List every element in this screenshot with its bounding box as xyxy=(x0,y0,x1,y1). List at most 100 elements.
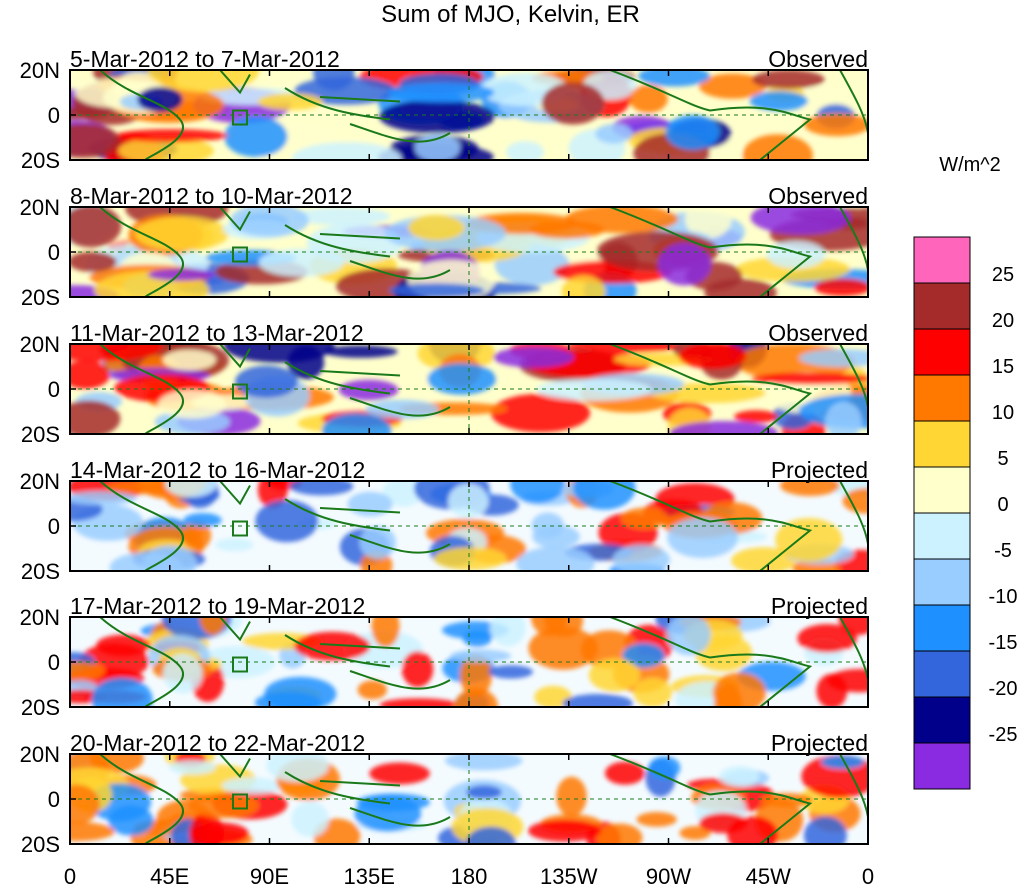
anomaly-contour xyxy=(162,349,216,371)
indonesia-coastline xyxy=(284,634,451,690)
anomaly-contour xyxy=(621,507,669,529)
anomaly-contour xyxy=(541,82,605,125)
anomaly-field xyxy=(70,344,868,434)
anomaly-contour xyxy=(291,801,329,837)
reference-box xyxy=(232,383,248,400)
west-africa-coastline xyxy=(839,207,868,271)
anomaly-contour xyxy=(70,207,122,248)
anomaly-contour xyxy=(115,129,228,143)
colorbar-label: 25 xyxy=(992,264,1014,286)
anomaly-field xyxy=(70,481,868,571)
west-africa-coastline xyxy=(839,617,868,681)
anomaly-contour xyxy=(70,400,121,434)
colorbar-label: -5 xyxy=(994,540,1012,562)
panel-status: Projected xyxy=(771,457,868,483)
colorbar-label: 20 xyxy=(992,310,1014,332)
anomaly-contour xyxy=(797,624,858,653)
lon-label: 0 xyxy=(862,864,874,889)
anomaly-contour xyxy=(266,754,329,782)
anomaly-contour xyxy=(89,754,144,774)
anomaly-contour xyxy=(493,347,574,368)
anomaly-contour xyxy=(734,410,779,423)
lat-label: 0 xyxy=(48,514,60,539)
panel-date-range: 20-Mar-2012 to 22-Mar-2012 xyxy=(70,730,365,756)
anomaly-contour xyxy=(825,401,862,434)
anomaly-contour xyxy=(775,518,843,562)
anomaly-contour xyxy=(369,762,430,785)
map-panel: 20N 0 20S 5-Mar-2012 to 7-Mar-2012 Observed xyxy=(20,46,869,173)
anomaly-field xyxy=(70,617,868,707)
colorbar-label: 0 xyxy=(997,494,1008,516)
lon-label: 45E xyxy=(150,864,189,889)
anomaly-contour xyxy=(257,93,323,111)
anomaly-contour xyxy=(387,82,495,103)
americas-coastline xyxy=(609,344,813,434)
panel-status: Observed xyxy=(768,46,868,72)
anomaly-contour xyxy=(629,84,668,113)
indonesia-coastline xyxy=(284,361,451,417)
lat-label: 20S xyxy=(21,148,60,173)
colorbar-label: 10 xyxy=(992,402,1014,424)
anomaly-contour xyxy=(235,365,298,398)
anomaly-field xyxy=(70,70,868,160)
anomaly-contour xyxy=(199,617,227,636)
anomaly-contour xyxy=(821,755,865,769)
anomaly-contour xyxy=(324,345,398,358)
anomaly-contour xyxy=(678,344,747,369)
anomaly-contour xyxy=(510,481,565,504)
americas-coastline xyxy=(609,617,813,707)
anomaly-contour xyxy=(462,630,492,647)
anomaly-contour xyxy=(816,673,848,707)
anomaly-contour xyxy=(222,777,283,795)
anomaly-contour xyxy=(596,823,643,844)
india-coastline xyxy=(219,207,251,232)
anomaly-contour xyxy=(780,481,840,496)
anomaly-contour xyxy=(371,617,400,648)
anomaly-contour xyxy=(182,520,212,551)
india-coastline xyxy=(219,481,251,506)
coastlines xyxy=(99,481,868,571)
anomaly-contour xyxy=(444,754,523,771)
anomaly-contour xyxy=(536,378,652,401)
anomaly-contour xyxy=(379,99,496,134)
anomaly-contour xyxy=(70,360,111,389)
anomaly-contour xyxy=(459,653,492,697)
anomaly-contour xyxy=(588,658,641,692)
anomaly-contour xyxy=(490,393,591,433)
anomaly-contour xyxy=(359,526,396,559)
colorbar-units: W/m^2 xyxy=(939,154,1001,176)
anomaly-contour xyxy=(135,216,229,251)
anomaly-contour xyxy=(572,481,636,510)
anomaly-contour xyxy=(544,617,584,637)
anomaly-contour xyxy=(322,413,392,434)
anomaly-field xyxy=(70,207,868,297)
anomaly-contour xyxy=(466,826,516,844)
africa-coastline xyxy=(99,481,184,571)
lon-label: 180 xyxy=(451,864,488,889)
india-coastline xyxy=(219,754,251,779)
reference-box xyxy=(232,793,248,810)
india-coastline xyxy=(219,70,251,95)
panel-date-range: 14-Mar-2012 to 16-Mar-2012 xyxy=(70,457,365,483)
anomaly-contour xyxy=(633,677,673,707)
anomaly-contour xyxy=(669,421,778,434)
anomaly-contour xyxy=(70,107,109,120)
indonesia-coastline xyxy=(284,224,451,280)
anomaly-contour xyxy=(638,70,711,87)
anomaly-contour xyxy=(665,114,720,150)
anomaly-contour xyxy=(528,626,598,670)
anomaly-contour xyxy=(528,819,602,842)
anomaly-contour xyxy=(699,812,748,834)
anomaly-contour xyxy=(347,491,393,517)
reference-box xyxy=(232,656,248,673)
americas-coastline xyxy=(609,754,813,844)
lat-label: 20N xyxy=(20,742,60,767)
west-africa-coastline xyxy=(839,754,868,818)
colorbar-swatch xyxy=(913,742,971,790)
panel-status: Projected xyxy=(771,730,868,756)
lat-label: 0 xyxy=(48,103,60,128)
anomaly-contour xyxy=(354,795,422,832)
anomaly-contour xyxy=(799,349,868,368)
